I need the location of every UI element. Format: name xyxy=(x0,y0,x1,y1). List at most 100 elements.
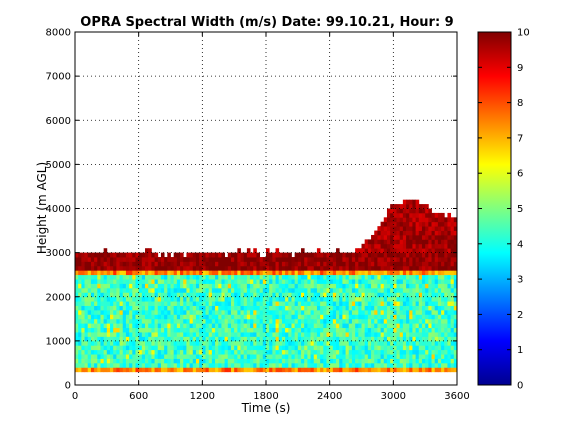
heatmap-cell xyxy=(434,283,439,289)
heatmap-cell xyxy=(205,345,210,351)
heatmap-cell xyxy=(237,367,241,373)
heatmap-cell xyxy=(113,345,117,351)
heatmap-cell xyxy=(129,318,133,324)
heatmap-cell xyxy=(450,296,455,302)
heatmap-cell xyxy=(132,301,136,306)
heatmap-cell xyxy=(342,318,346,324)
heatmap-cell xyxy=(192,358,197,364)
heatmap-cell xyxy=(339,292,343,298)
heatmap-cell xyxy=(160,332,165,337)
heatmap-cell xyxy=(285,309,289,315)
heatmap-cell xyxy=(129,345,133,351)
heatmap-cell xyxy=(253,345,257,351)
heatmap-cell xyxy=(145,301,149,306)
heatmap-cell xyxy=(399,336,404,342)
heatmap-cell xyxy=(415,243,420,249)
heatmap-cell xyxy=(256,292,261,298)
heatmap-cell xyxy=(355,287,359,293)
heatmap-cell xyxy=(291,336,296,342)
heatmap-cell xyxy=(81,314,85,320)
heatmap-cell xyxy=(444,309,448,315)
heatmap-cell xyxy=(383,323,388,329)
heatmap-cell xyxy=(84,305,89,311)
heatmap-cell xyxy=(402,265,407,271)
heatmap-cell xyxy=(358,327,362,333)
heatmap-cell xyxy=(81,349,85,355)
heatmap-cell xyxy=(259,301,264,306)
heatmap-cell xyxy=(441,309,445,315)
heatmap-cell xyxy=(367,362,372,368)
heatmap-cell xyxy=(189,265,194,271)
heatmap-cell xyxy=(377,336,381,342)
heatmap-cell xyxy=(355,340,359,346)
heatmap-cell xyxy=(176,305,181,311)
heatmap-cell xyxy=(355,279,359,284)
heatmap-cell xyxy=(81,336,85,342)
heatmap-cell xyxy=(437,358,442,364)
heatmap-cell xyxy=(301,287,305,293)
heatmap-cell xyxy=(113,279,117,284)
heatmap-cell xyxy=(94,367,98,373)
heatmap-cell xyxy=(450,234,455,240)
heatmap-cell xyxy=(250,301,254,306)
heatmap-cell xyxy=(272,367,276,373)
heatmap-cell xyxy=(211,367,216,373)
heatmap-cell xyxy=(218,279,222,284)
heatmap-cell xyxy=(145,257,149,262)
heatmap-cell xyxy=(380,345,385,351)
heatmap-cell xyxy=(180,270,184,276)
heatmap-cell xyxy=(285,274,289,280)
heatmap-cell xyxy=(237,287,241,293)
heatmap-cell xyxy=(418,327,423,333)
heatmap-cell xyxy=(259,309,264,315)
heatmap-cell xyxy=(431,283,436,289)
heatmap-cell xyxy=(180,345,184,351)
heatmap-cell xyxy=(125,367,130,373)
heatmap-cell xyxy=(256,358,261,364)
heatmap-cell xyxy=(281,314,286,320)
heatmap-cell xyxy=(355,327,359,333)
heatmap-cell xyxy=(310,336,315,342)
heatmap-cell xyxy=(218,257,222,262)
heatmap-cell xyxy=(151,358,155,364)
heatmap-cell xyxy=(406,248,410,254)
heatmap-cell xyxy=(393,212,397,218)
heatmap-cell xyxy=(345,309,350,315)
heatmap-cell xyxy=(431,243,436,249)
heatmap-cell xyxy=(113,283,117,289)
heatmap-cell xyxy=(227,292,232,298)
heatmap-cell xyxy=(246,314,251,320)
heatmap-cell xyxy=(157,362,162,368)
heatmap-cell xyxy=(345,336,350,342)
heatmap-cell xyxy=(383,261,388,267)
heatmap-cell xyxy=(361,243,366,249)
heatmap-cell xyxy=(94,261,98,267)
heatmap-cell xyxy=(390,314,394,320)
heatmap-cell xyxy=(380,257,385,262)
heatmap-cell xyxy=(402,234,407,240)
heatmap-cell xyxy=(441,349,445,355)
heatmap-cell xyxy=(94,305,98,311)
heatmap-cell xyxy=(434,243,439,249)
heatmap-cell xyxy=(275,332,280,337)
heatmap-cell xyxy=(285,327,289,333)
heatmap-cell xyxy=(301,305,305,311)
heatmap-cell xyxy=(192,314,197,320)
heatmap-cell xyxy=(307,279,311,284)
heatmap-cell xyxy=(230,345,235,351)
heatmap-cell xyxy=(288,270,292,276)
heatmap-cell xyxy=(310,292,315,298)
heatmap-cell xyxy=(297,358,302,364)
heatmap-cell xyxy=(297,362,302,368)
heatmap-cell xyxy=(180,292,184,298)
heatmap-cell xyxy=(189,283,194,289)
heatmap-cell xyxy=(421,270,426,276)
heatmap-cell xyxy=(240,265,245,271)
heatmap-cell xyxy=(148,287,152,293)
heatmap-cell xyxy=(275,362,280,368)
heatmap-cell xyxy=(393,349,397,355)
heatmap-cell xyxy=(125,296,130,302)
heatmap-cell xyxy=(106,265,111,271)
heatmap-cell xyxy=(189,274,194,280)
heatmap-cell xyxy=(75,354,79,359)
